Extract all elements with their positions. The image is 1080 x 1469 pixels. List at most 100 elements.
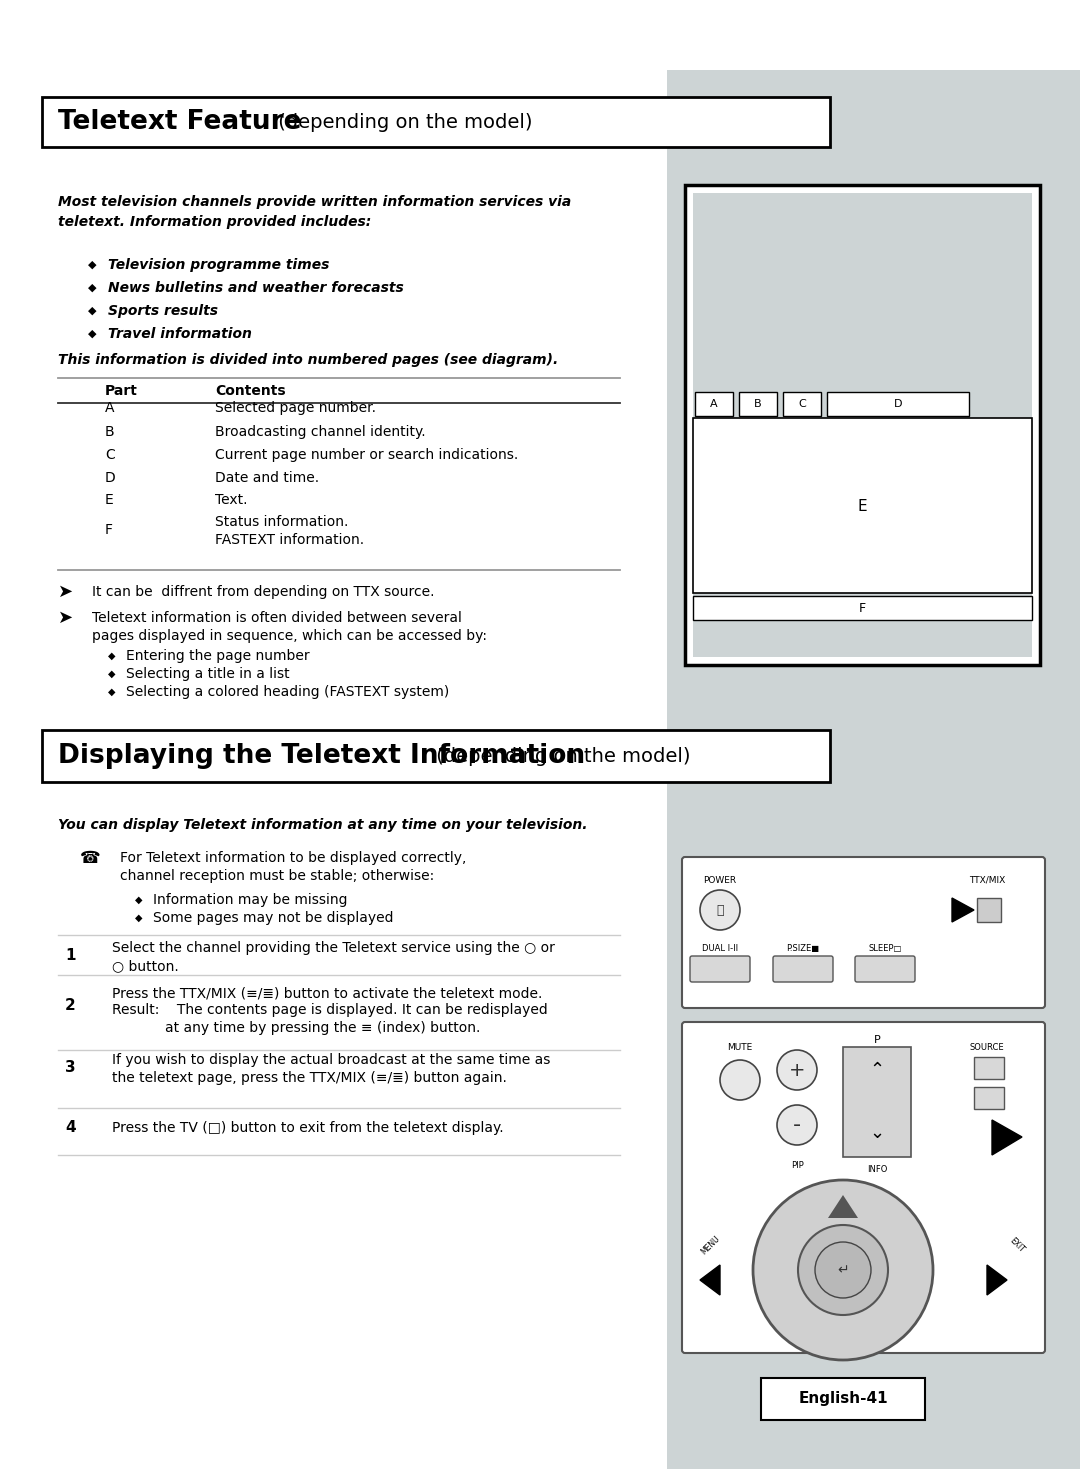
Text: English-41: English-41: [798, 1391, 888, 1406]
Text: SOURCE: SOURCE: [970, 1043, 1004, 1052]
Bar: [977, 898, 1001, 923]
Text: Result:    The contents page is displayed. It can be redisplayed: Result: The contents page is displayed. …: [112, 1003, 548, 1017]
Text: D: D: [105, 472, 116, 485]
Text: ◆: ◆: [87, 306, 96, 316]
Text: E: E: [105, 494, 113, 507]
FancyBboxPatch shape: [761, 1378, 924, 1421]
Circle shape: [815, 1241, 870, 1299]
Text: 4: 4: [65, 1121, 76, 1136]
Text: Information may be missing: Information may be missing: [153, 893, 348, 906]
FancyBboxPatch shape: [855, 956, 915, 981]
Circle shape: [798, 1225, 888, 1315]
Text: Selecting a colored heading (FASTEXT system): Selecting a colored heading (FASTEXT sys…: [126, 685, 449, 699]
Text: P.SIZE■: P.SIZE■: [786, 943, 820, 952]
Text: You can display Teletext information at any time on your television.: You can display Teletext information at …: [58, 818, 588, 831]
Bar: [974, 1058, 1004, 1080]
Text: C: C: [798, 400, 806, 408]
Text: POWER: POWER: [703, 876, 737, 884]
Text: Travel information: Travel information: [108, 328, 252, 341]
Text: Selected page number.: Selected page number.: [215, 401, 376, 416]
Text: ◆: ◆: [87, 284, 96, 292]
Text: (depending on the model): (depending on the model): [430, 746, 690, 765]
Bar: [843, 1047, 912, 1158]
Text: E: E: [858, 498, 867, 514]
Bar: [693, 419, 1032, 593]
Text: D: D: [894, 400, 902, 408]
Text: Date and time.: Date and time.: [215, 472, 319, 485]
Circle shape: [753, 1180, 933, 1360]
Circle shape: [700, 890, 740, 930]
Text: Contents: Contents: [215, 383, 285, 398]
FancyBboxPatch shape: [681, 856, 1045, 1008]
Polygon shape: [951, 898, 974, 923]
Polygon shape: [700, 1265, 720, 1296]
Text: MUTE: MUTE: [727, 1043, 753, 1052]
Text: Most television channels provide written information services via
teletext. Info: Most television channels provide written…: [58, 195, 571, 229]
Text: Television programme times: Television programme times: [108, 259, 329, 272]
Text: ➤: ➤: [58, 583, 73, 601]
Text: ◆: ◆: [108, 687, 116, 696]
FancyBboxPatch shape: [690, 956, 750, 981]
Text: ○ button.: ○ button.: [112, 959, 179, 972]
Text: ◆: ◆: [87, 260, 96, 270]
Text: TTX/MIX: TTX/MIX: [969, 876, 1005, 884]
Bar: [827, 392, 969, 416]
Text: ◆: ◆: [135, 914, 143, 923]
Circle shape: [777, 1105, 816, 1144]
Bar: [685, 185, 1040, 665]
Text: SLEEP□: SLEEP□: [868, 943, 902, 952]
Text: F: F: [859, 601, 866, 614]
Text: 3: 3: [65, 1061, 76, 1075]
Text: Sports results: Sports results: [108, 304, 218, 317]
Text: PIP: PIP: [791, 1161, 804, 1169]
Text: News bulletins and weather forecasts: News bulletins and weather forecasts: [108, 281, 404, 295]
Text: Teletext Feature: Teletext Feature: [58, 109, 301, 135]
Text: Some pages may not be displayed: Some pages may not be displayed: [153, 911, 393, 925]
Text: ⏻: ⏻: [716, 903, 724, 917]
Bar: [739, 392, 777, 416]
Polygon shape: [828, 1194, 858, 1218]
Text: For Teletext information to be displayed correctly,: For Teletext information to be displayed…: [120, 851, 467, 865]
Bar: [42, 97, 831, 147]
Bar: [974, 1087, 1004, 1109]
Text: -: -: [793, 1115, 801, 1136]
Text: It can be  diffrent from depending on TTX source.: It can be diffrent from depending on TTX…: [92, 585, 434, 599]
Text: DUAL I-II: DUAL I-II: [702, 943, 738, 952]
Bar: [693, 596, 1032, 620]
Text: ◆: ◆: [108, 668, 116, 679]
Text: 1: 1: [65, 948, 76, 962]
Bar: [42, 730, 831, 782]
Text: Current page number or search indications.: Current page number or search indication…: [215, 448, 518, 461]
Text: Press the TV (□) button to exit from the teletext display.: Press the TV (□) button to exit from the…: [112, 1121, 503, 1136]
Text: ◆: ◆: [87, 329, 96, 339]
Polygon shape: [993, 1119, 1022, 1155]
Text: Status information.: Status information.: [215, 516, 349, 529]
Text: MENU: MENU: [699, 1234, 721, 1256]
Text: This information is divided into numbered pages (see diagram).: This information is divided into numbere…: [58, 353, 558, 367]
Text: Select the channel providing the Teletext service using the ○ or: Select the channel providing the Teletex…: [112, 942, 555, 955]
Text: Part: Part: [105, 383, 138, 398]
Circle shape: [777, 1050, 816, 1090]
Text: B: B: [105, 425, 114, 439]
Text: A: A: [711, 400, 718, 408]
Text: ⌄: ⌄: [869, 1124, 885, 1141]
Text: A: A: [105, 401, 114, 416]
Text: C: C: [105, 448, 114, 461]
Text: EXIT: EXIT: [1008, 1235, 1026, 1255]
Bar: [693, 389, 1032, 419]
Text: 2: 2: [65, 997, 76, 1012]
Text: FASTEXT information.: FASTEXT information.: [215, 533, 364, 546]
Text: Entering the page number: Entering the page number: [126, 649, 310, 663]
Bar: [667, 71, 1080, 1469]
Text: Teletext information is often divided between several: Teletext information is often divided be…: [92, 611, 462, 624]
Text: channel reception must be stable; otherwise:: channel reception must be stable; otherw…: [120, 870, 434, 883]
Text: ◆: ◆: [135, 895, 143, 905]
FancyBboxPatch shape: [681, 1022, 1045, 1353]
Text: B: B: [754, 400, 761, 408]
FancyBboxPatch shape: [773, 956, 833, 981]
Text: ↵: ↵: [837, 1263, 849, 1277]
Text: ☎: ☎: [80, 849, 100, 867]
Text: ⌃: ⌃: [869, 1061, 885, 1080]
Circle shape: [720, 1061, 760, 1100]
Text: pages displayed in sequence, which can be accessed by:: pages displayed in sequence, which can b…: [92, 629, 487, 643]
